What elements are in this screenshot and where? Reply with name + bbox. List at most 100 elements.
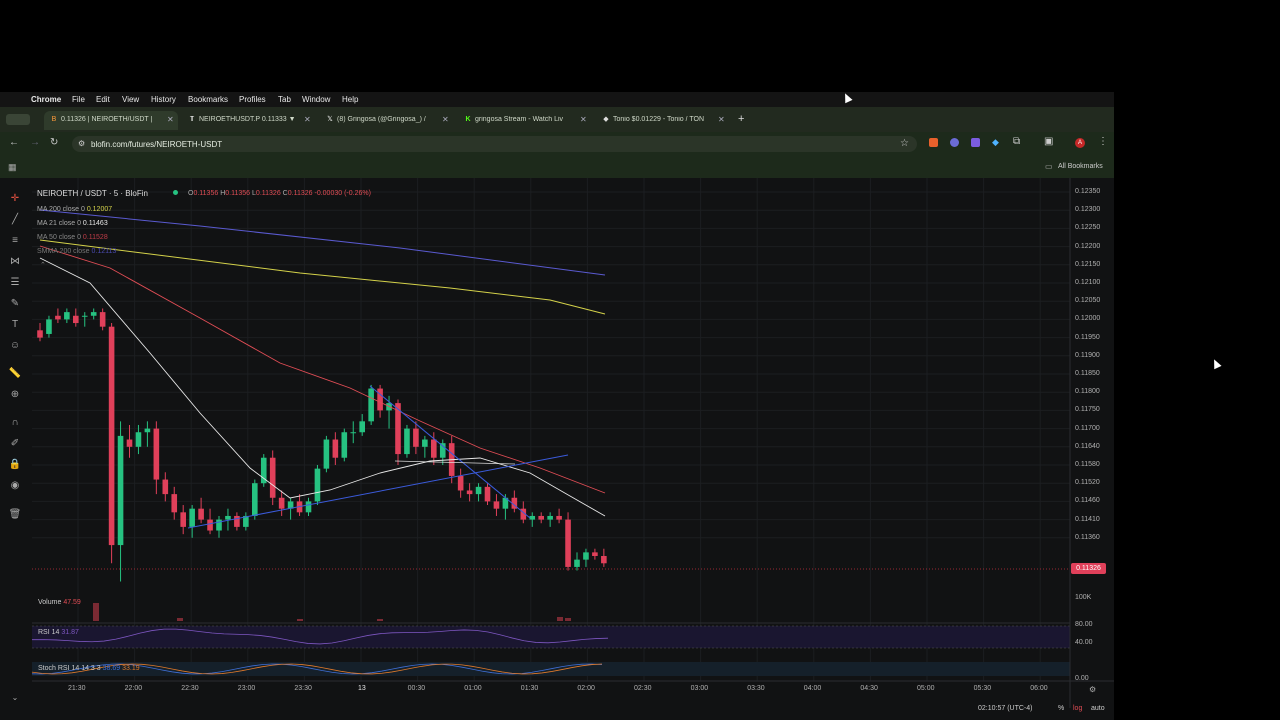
percent-toggle[interactable]: % — [1058, 705, 1065, 712]
new-tab-icon[interactable]: + — [738, 113, 745, 125]
tab-blofin[interactable]: B 0.11326 | NEIROETH/USDT | ✕ — [44, 111, 178, 130]
time-tick-label: 22:30 — [181, 685, 199, 692]
crosshair-icon[interactable]: ✛ — [10, 193, 20, 204]
tab-dex[interactable]: ◆ Tonio $0.01229 - Tonio / TON ✕ — [596, 111, 730, 130]
ohlc-l-value: 0.11326 — [255, 190, 281, 197]
trendline-tool-icon[interactable]: ╱ — [11, 214, 19, 225]
ma-200-line — [39, 239, 606, 315]
close-tab-icon[interactable]: ✕ — [304, 115, 311, 124]
menu-profiles[interactable]: Profiles — [239, 95, 266, 104]
price-tick-label: 0.12100 — [1075, 279, 1101, 286]
candle-body — [180, 512, 186, 527]
draw-mode-icon[interactable]: ✐ — [10, 438, 20, 449]
collapse-toolbar-icon[interactable]: ⌄ — [11, 693, 19, 702]
time-tick-label: 22:00 — [124, 685, 143, 692]
url-field[interactable]: ⚙ blofin.com/futures/NEIROETH-USDT ☆ — [72, 136, 917, 152]
lock-icon[interactable]: 🔒 — [8, 459, 22, 470]
price-chart[interactable] — [0, 178, 1114, 720]
menu-help[interactable]: Help — [342, 95, 359, 104]
back-icon[interactable]: ← — [9, 137, 19, 148]
emoji-tool-icon[interactable]: ☺ — [9, 340, 21, 351]
close-tab-icon[interactable]: ✕ — [167, 115, 174, 124]
tab-tradingview[interactable]: 𝐓 NEIROETHUSDT.P 0.11333 ▼ ✕ — [182, 111, 316, 130]
price-tick-label: 0.11900 — [1075, 351, 1100, 359]
legend-ma21[interactable]: MA 21 close 0 0.11463 — [37, 220, 108, 227]
candle-body — [64, 312, 70, 320]
menu-kebab-icon[interactable]: ⋮ — [1098, 136, 1108, 147]
price-tick-label: 0.12300 — [1075, 206, 1101, 214]
profile-avatar[interactable]: A — [1075, 138, 1085, 148]
bookmark-star-icon[interactable]: ☆ — [900, 138, 909, 149]
volume-bar — [557, 617, 563, 621]
forecast-tool-icon[interactable]: ☰ — [10, 277, 20, 288]
magnet-icon[interactable]: ∩ — [11, 417, 19, 428]
collapse-legend-icon[interactable]: ⌃ — [40, 262, 46, 269]
text-tool-icon[interactable]: T — [11, 319, 19, 330]
volume-legend: Volume 47.59 — [38, 599, 81, 606]
menu-view[interactable]: View — [122, 95, 140, 104]
extension-icon[interactable] — [950, 138, 959, 147]
close-tab-icon[interactable]: ✕ — [580, 115, 587, 124]
close-tab-icon[interactable]: ✕ — [442, 115, 449, 124]
candle-body — [207, 519, 213, 531]
menu-edit[interactable]: Edit — [96, 95, 110, 104]
stoch-k-value: 38.69 — [102, 665, 121, 672]
tab-kick[interactable]: K gringosa Stream - Watch Liv ✕ — [458, 111, 592, 130]
volume-value: 47.59 — [63, 599, 81, 606]
extensions-puzzle-icon[interactable]: ⧉ — [1013, 136, 1021, 147]
menu-file[interactable]: File — [72, 95, 85, 104]
pattern-tool-icon[interactable]: ⋈ — [10, 256, 20, 267]
rsi-scale-label: 80.00 — [1075, 621, 1093, 628]
extension-icon[interactable] — [929, 138, 938, 147]
tab-x[interactable]: 𝕏 (8) Gringosa (@Gringosa_) / ✕ — [320, 111, 454, 130]
legend-ma200[interactable]: MA 200 close 0 0.12007 — [37, 206, 112, 213]
tab-search-button[interactable] — [6, 114, 30, 125]
menu-window[interactable]: Window — [302, 95, 331, 104]
ma-50-line — [39, 245, 606, 494]
legend-smma200[interactable]: SMMA 200 close 0.12113 — [37, 248, 116, 255]
menu-history[interactable]: History — [151, 95, 176, 104]
zoom-icon[interactable]: ⊕ — [10, 389, 20, 400]
kick-icon: K — [465, 116, 471, 123]
extension-icon[interactable] — [971, 138, 980, 147]
visibility-icon[interactable]: ◉ — [10, 480, 20, 491]
candle-body — [583, 552, 589, 560]
extension-icon[interactable]: ◆ — [992, 137, 999, 147]
side-panel-icon[interactable]: ▣ — [1044, 136, 1054, 147]
legend-label: MA 200 close 0 — [37, 206, 85, 213]
ruler-icon[interactable]: 📏 — [8, 368, 22, 379]
candle-body — [466, 490, 473, 495]
clock[interactable]: 02:10:57 (UTC-4) — [978, 705, 1033, 712]
forward-icon[interactable]: → — [30, 137, 40, 148]
menu-tab[interactable]: Tab — [278, 95, 291, 104]
volume-label: Volume — [38, 599, 62, 606]
brush-tool-icon[interactable]: ✎ — [10, 298, 20, 309]
candle-body — [457, 475, 464, 491]
close-tab-icon[interactable]: ✕ — [718, 115, 725, 124]
x-icon: 𝕏 — [327, 116, 333, 123]
auto-toggle[interactable]: auto — [1091, 705, 1105, 712]
candle-body — [431, 439, 437, 458]
legend-ma50[interactable]: MA 50 close 0 0.11528 — [37, 234, 108, 241]
apps-grid-icon[interactable]: ▦ — [8, 162, 17, 172]
menu-bookmarks[interactable]: Bookmarks — [188, 95, 229, 104]
log-toggle[interactable]: log — [1073, 705, 1083, 712]
site-info-icon[interactable]: ⚙ — [78, 139, 86, 148]
candle-body — [493, 501, 500, 509]
legend-label: SMMA 200 close — [37, 248, 90, 255]
menu-chrome[interactable]: Chrome — [31, 95, 62, 104]
time-tick-label: 03:00 — [690, 685, 709, 692]
url-text: blofin.com/futures/NEIROETH-USDT — [91, 140, 223, 149]
volume-bar — [93, 603, 99, 621]
all-bookmarks-link[interactable]: All Bookmarks — [1058, 163, 1103, 170]
trash-icon[interactable]: 🗑 — [8, 509, 22, 520]
volume-bar — [177, 618, 183, 621]
fib-tool-icon[interactable]: ≡ — [12, 235, 18, 246]
chart-settings-icon[interactable]: ⚙ — [1089, 685, 1097, 694]
candle-body — [225, 515, 231, 520]
reload-icon[interactable]: ↻ — [50, 137, 59, 148]
candle-body — [574, 559, 580, 567]
candle-body — [135, 432, 142, 447]
rsi-label: RSI 14 — [38, 629, 60, 636]
symbol-title[interactable]: NEIROETH / USDT · 5 · BloFin — [37, 189, 148, 198]
